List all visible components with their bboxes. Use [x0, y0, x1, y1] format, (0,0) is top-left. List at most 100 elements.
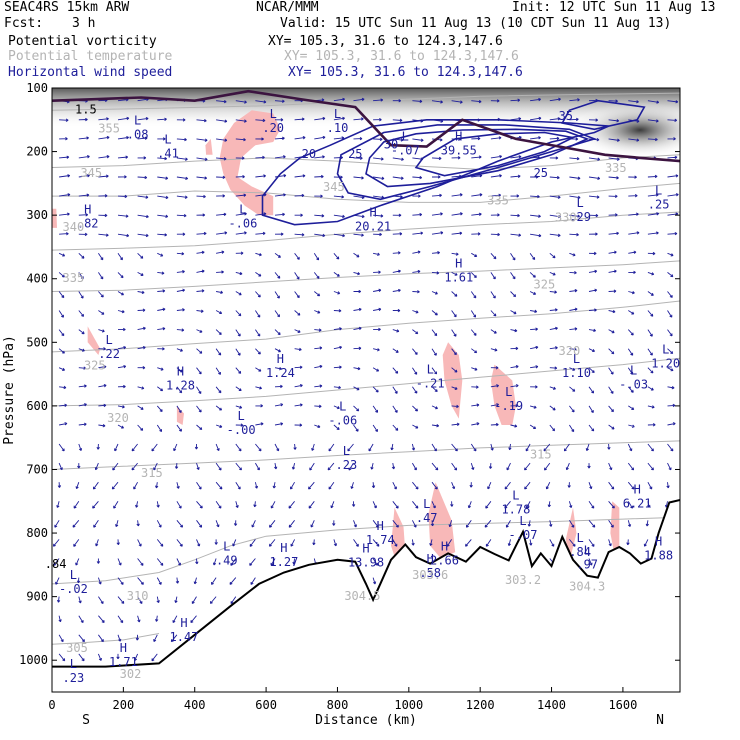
wind-vector	[294, 135, 306, 140]
wind-vector	[230, 558, 237, 566]
wind-vector	[255, 252, 262, 257]
y-tick-label: 500	[26, 335, 48, 349]
wind-vector	[510, 233, 522, 237]
contour-value-label: 340	[63, 220, 85, 234]
wind-vector	[470, 443, 477, 452]
wind-vector	[275, 118, 284, 122]
wind-vector	[588, 386, 595, 394]
wind-vector	[294, 347, 302, 352]
isentrope-325	[52, 300, 680, 353]
wind-vector	[490, 329, 497, 334]
wind-vector	[588, 269, 598, 274]
wind-vector	[274, 310, 280, 318]
wind-vector	[510, 155, 522, 159]
valid-time: Valid: 15 UTC Sun 11 Aug 13 (10 CDT Sun …	[280, 16, 672, 31]
wind-vector	[588, 328, 596, 333]
wind-vector	[270, 558, 276, 566]
wind-vector	[530, 385, 538, 389]
wind-vector	[137, 577, 144, 585]
x-tick-label: 200	[113, 698, 135, 712]
wind-vector	[215, 405, 223, 411]
wind-vector	[270, 501, 276, 509]
wind-vector	[530, 309, 538, 314]
wind-vector	[628, 290, 635, 295]
wind-vector	[176, 386, 183, 394]
wind-vector	[627, 501, 633, 509]
wind-vector	[549, 156, 559, 160]
wind-vector	[235, 481, 241, 490]
wind-vector	[92, 501, 99, 509]
wind-vector	[549, 346, 558, 350]
wind-vector	[451, 329, 457, 337]
wind-vector	[196, 501, 203, 509]
wind-vector	[212, 558, 217, 566]
wind-vector	[216, 175, 226, 179]
wind-vector	[78, 136, 89, 140]
wind-vector	[235, 137, 246, 142]
extremum-kind-label: L	[134, 114, 141, 128]
wind-vector	[471, 193, 483, 197]
wind-vector	[294, 403, 303, 407]
forecast-label: Fcst:	[4, 16, 44, 31]
wind-vector	[151, 653, 158, 662]
wind-vector	[667, 193, 679, 197]
wind-vector	[412, 462, 417, 471]
wind-vector	[569, 176, 581, 180]
wind-vector	[314, 174, 324, 179]
wind-vector	[647, 100, 660, 104]
extremum-kind-label: H	[655, 534, 662, 548]
wind-vector	[176, 252, 185, 256]
x-tick-label: 600	[255, 698, 277, 712]
field-wind-section: XY= 105.3, 31.6 to 124.3,147.6	[288, 65, 523, 80]
field-pv-section: XY= 105.3, 31.6 to 124.3,147.6	[268, 34, 503, 49]
extremum-kind-label: H	[277, 352, 284, 366]
wind-vector	[314, 233, 326, 238]
wind-vector	[58, 653, 66, 662]
wind-vector	[353, 520, 357, 528]
wind-vector	[372, 367, 380, 372]
wind-vector	[95, 539, 99, 547]
wind-vector	[137, 424, 144, 431]
extremum-kind-label: L	[573, 352, 580, 366]
wind-vector	[314, 310, 321, 314]
wind-vector	[98, 213, 108, 218]
wind-vector	[117, 272, 124, 279]
wind-vector	[332, 520, 336, 526]
wind-vector	[490, 252, 497, 260]
x-tick-label: 800	[327, 698, 349, 712]
wind-vector	[569, 520, 575, 528]
wind-vector	[471, 385, 479, 389]
wind-vector	[294, 193, 305, 198]
isentrope-315	[52, 440, 680, 470]
wind-vector	[310, 520, 315, 528]
wind-vector	[530, 233, 542, 238]
wind-vector	[333, 175, 343, 179]
y-tick-label: 800	[26, 526, 48, 540]
wind-vector	[351, 501, 356, 507]
wind-vector	[412, 231, 424, 235]
wind-vector	[116, 653, 120, 660]
wind-vector	[235, 405, 243, 409]
wind-vector	[412, 138, 424, 142]
wind-vector	[294, 365, 303, 369]
wind-vector	[235, 100, 247, 104]
wind-vector	[176, 348, 183, 352]
wind-vector	[98, 272, 104, 280]
wind-vector	[117, 135, 129, 140]
wind-vector	[157, 252, 164, 257]
wind-vector	[176, 501, 182, 509]
wind-vector	[59, 155, 70, 159]
wind-vector	[412, 310, 419, 314]
wind-vector	[137, 195, 149, 199]
extremum-value-label: -.19	[494, 399, 523, 413]
wind-vector	[176, 137, 187, 142]
wind-vector	[97, 577, 102, 585]
wind-vector	[294, 253, 300, 260]
wind-vector	[251, 520, 256, 528]
wind-vector	[667, 329, 673, 337]
wind-vector	[294, 291, 300, 299]
y-tick-label: 1000	[19, 653, 48, 667]
wind-vector	[131, 462, 138, 471]
wind-vector	[196, 289, 205, 293]
wind-vector	[471, 212, 482, 216]
